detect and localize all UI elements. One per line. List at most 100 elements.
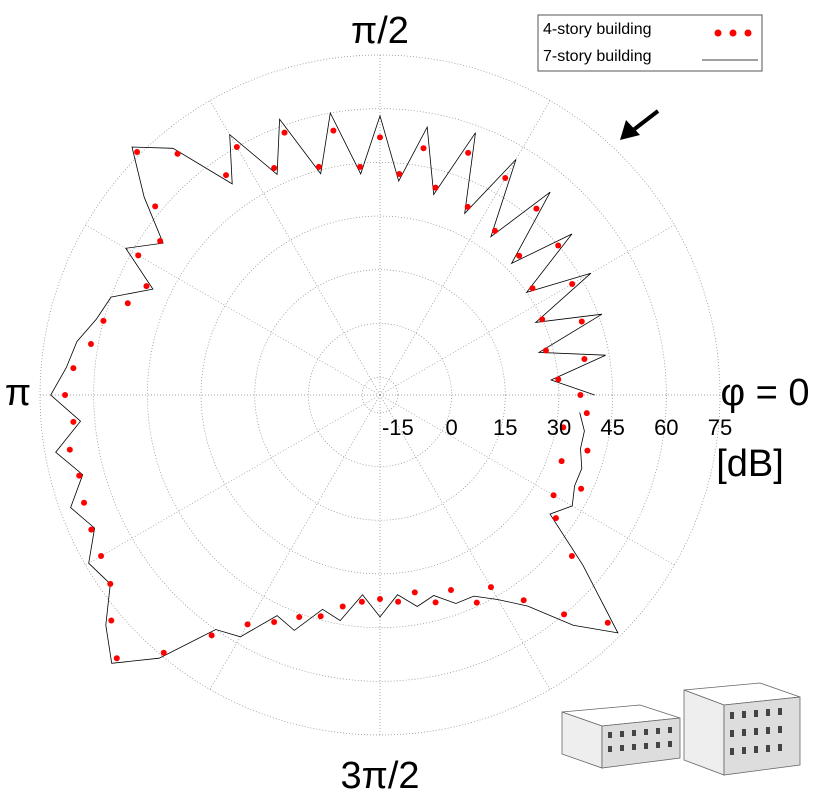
data-dot bbox=[134, 149, 141, 156]
data-dot bbox=[542, 347, 549, 354]
data-dot bbox=[464, 203, 471, 210]
data-dot bbox=[357, 163, 364, 170]
data-dot bbox=[569, 281, 576, 288]
data-dot bbox=[157, 238, 164, 245]
spoke-line bbox=[85, 224, 381, 396]
legend-label: 7-story building bbox=[543, 48, 652, 65]
grid-circle bbox=[147, 162, 613, 628]
r-tick-label: 15 bbox=[493, 415, 517, 440]
data-dot bbox=[271, 619, 278, 626]
data-dot bbox=[577, 392, 584, 398]
building-windows bbox=[608, 708, 782, 755]
data-dot bbox=[533, 205, 540, 212]
data-dot bbox=[420, 145, 427, 152]
theta-label: 3π/2 bbox=[340, 755, 419, 797]
data-dot bbox=[160, 649, 167, 656]
data-dot bbox=[552, 515, 559, 522]
data-dot bbox=[555, 376, 562, 383]
data-dot bbox=[516, 252, 523, 259]
data-dot bbox=[520, 597, 527, 604]
r-tick-label: 30 bbox=[547, 415, 571, 440]
theta-label: π bbox=[5, 372, 31, 414]
data-dot bbox=[502, 175, 509, 182]
data-dot bbox=[604, 619, 611, 626]
data-dot bbox=[550, 492, 557, 499]
data-dot bbox=[113, 655, 120, 662]
data-dot bbox=[135, 252, 142, 259]
spoke-line bbox=[85, 394, 381, 566]
data-dot bbox=[377, 596, 383, 602]
r-tick-label: 45 bbox=[600, 415, 624, 440]
data-dot bbox=[208, 632, 215, 639]
grid-circle bbox=[254, 269, 506, 521]
spoke-line bbox=[379, 224, 675, 396]
theta-label: π/2 bbox=[351, 10, 409, 52]
data-dot bbox=[487, 584, 494, 591]
data-dot bbox=[578, 485, 585, 492]
data-dot bbox=[561, 611, 568, 618]
spoke-line bbox=[379, 100, 551, 396]
data-dot bbox=[411, 589, 418, 596]
data-dot bbox=[395, 598, 402, 605]
r-tick-label: -15 bbox=[382, 415, 414, 440]
data-dot bbox=[583, 410, 590, 417]
data-dot bbox=[560, 424, 567, 431]
series-line bbox=[50, 111, 619, 664]
data-dot bbox=[88, 526, 95, 533]
data-dot bbox=[174, 150, 181, 157]
r-tick-label: 75 bbox=[708, 415, 732, 440]
data-dot bbox=[432, 599, 439, 606]
data-dot bbox=[447, 587, 454, 594]
marks bbox=[50, 111, 619, 664]
data-dot bbox=[491, 227, 498, 234]
data-dot bbox=[317, 613, 324, 620]
data-dot bbox=[330, 127, 337, 134]
data-dot bbox=[315, 163, 322, 170]
data-dot bbox=[271, 164, 278, 171]
grid-circle bbox=[308, 323, 452, 467]
legend-box bbox=[537, 14, 763, 72]
r-tick-label: 60 bbox=[654, 415, 678, 440]
grid-circle bbox=[200, 215, 560, 575]
grid-circle bbox=[93, 108, 667, 682]
data-dot bbox=[98, 553, 105, 560]
building-icons bbox=[561, 682, 801, 776]
data-dot bbox=[539, 316, 546, 323]
data-dot bbox=[555, 242, 562, 249]
theta-label: φ = 0 bbox=[720, 372, 809, 414]
data-dot bbox=[432, 184, 439, 191]
data-dot bbox=[465, 149, 472, 156]
data-dot bbox=[143, 283, 150, 290]
grid bbox=[39, 54, 721, 736]
data-dot bbox=[578, 318, 585, 325]
grid-circle bbox=[39, 54, 721, 736]
data-dot bbox=[558, 458, 565, 465]
data-dot bbox=[581, 355, 588, 362]
data-dot bbox=[244, 621, 251, 628]
data-dot bbox=[87, 341, 94, 348]
data-dot bbox=[339, 603, 346, 610]
data-dot bbox=[76, 472, 83, 479]
data-dot bbox=[377, 134, 383, 141]
data-dot bbox=[107, 580, 114, 587]
data-dot bbox=[233, 144, 240, 151]
data-dot bbox=[223, 172, 230, 179]
data-dot bbox=[81, 499, 88, 506]
legend: 4-story building 7-story building bbox=[537, 14, 763, 72]
data-dot bbox=[358, 598, 365, 605]
labels: -15 0 15 30 45 60 75φ = 0 π/2 π 3π/2 bbox=[5, 10, 810, 797]
data-dot bbox=[473, 599, 480, 606]
data-dot bbox=[281, 129, 288, 136]
r-tick-label: 0 bbox=[445, 415, 457, 440]
data-dot bbox=[70, 365, 77, 372]
data-dot bbox=[152, 203, 159, 210]
data-dot bbox=[124, 300, 131, 307]
data-dot bbox=[66, 446, 73, 453]
data-dot bbox=[529, 285, 536, 292]
grid-circle bbox=[361, 376, 399, 414]
legend-label: 4-story building bbox=[543, 21, 652, 38]
data-dot bbox=[584, 447, 591, 454]
r-axis-label: [dB] bbox=[716, 443, 784, 485]
